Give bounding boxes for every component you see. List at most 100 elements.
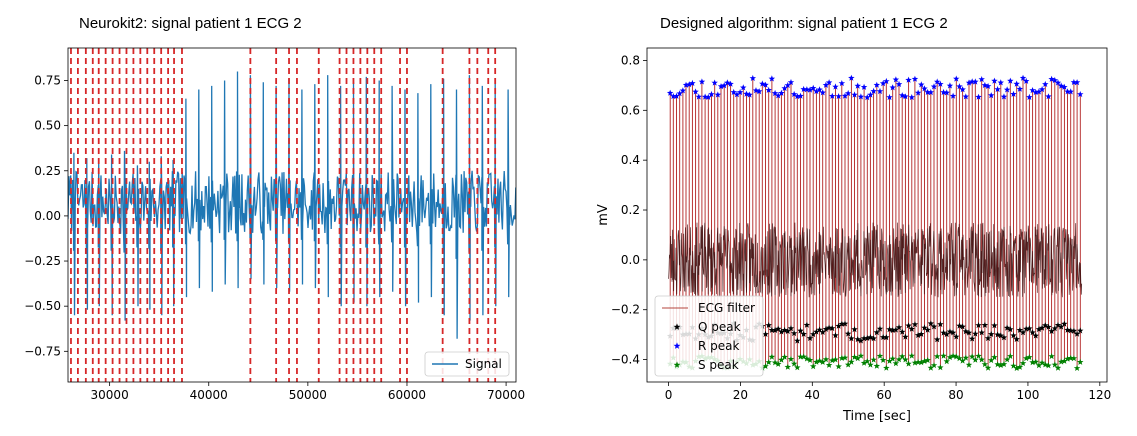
s-peak-marker <box>1035 362 1043 369</box>
s-peak-marker <box>914 358 922 365</box>
q-peak-marker <box>997 332 1004 339</box>
q-peak-marker <box>867 333 874 341</box>
r-peak-marker <box>740 84 747 91</box>
q-peak-marker <box>775 325 782 332</box>
q-peak-marker <box>1026 325 1033 332</box>
s-peak-marker <box>860 359 868 366</box>
q-peak-marker <box>934 336 941 343</box>
r-peak-marker <box>934 78 941 85</box>
r-peak-marker <box>937 80 944 87</box>
s-peak-marker <box>905 360 912 367</box>
q-peak-marker <box>822 325 830 332</box>
r-peak-marker <box>701 93 709 100</box>
s-peak-marker <box>867 361 874 368</box>
s-peak-marker <box>813 358 820 365</box>
q-peak-marker <box>1035 325 1043 332</box>
r-peak-marker <box>991 77 998 84</box>
r-peak-marker <box>819 89 826 96</box>
q-peak-marker <box>1057 323 1065 330</box>
s-peak-marker <box>927 364 935 371</box>
s-peak-marker <box>832 356 839 363</box>
r-peak-marker <box>1000 93 1008 100</box>
q-peak-marker <box>886 326 893 333</box>
left-x-tick-label: 70000 <box>487 388 525 402</box>
left-y-tick-label: −0.25 <box>24 254 61 268</box>
left-x-tick-label: 40000 <box>190 388 228 402</box>
s-peak-marker <box>972 356 979 363</box>
r-peak-marker <box>918 81 925 88</box>
q-peak-marker <box>825 324 833 331</box>
s-peak-marker <box>768 353 776 360</box>
s-peak-marker <box>1026 353 1033 360</box>
q-peak-marker <box>1003 324 1011 331</box>
q-peak-marker <box>844 330 852 337</box>
q-peak-marker <box>914 331 922 338</box>
right-legend-box <box>654 295 764 377</box>
s-peak-marker <box>822 356 830 363</box>
r-peak-marker <box>692 88 699 95</box>
r-peak-marker <box>670 93 677 100</box>
r-peak-marker <box>1038 86 1046 93</box>
q-peak-marker <box>1013 335 1020 342</box>
r-peak-marker <box>1010 90 1017 97</box>
s-peak-marker <box>784 363 791 370</box>
r-peak-marker <box>997 79 1004 86</box>
s-peak-marker <box>975 352 982 359</box>
right-legend-swatch <box>673 342 681 349</box>
r-peak-marker <box>721 82 728 89</box>
s-peak-marker <box>946 353 954 361</box>
q-peak-marker <box>1007 326 1014 333</box>
q-peak-marker <box>876 325 884 332</box>
s-peak-marker <box>781 353 788 360</box>
q-peak-marker <box>879 333 887 340</box>
r-peak-marker <box>1023 77 1030 84</box>
r-peak-marker <box>978 76 985 83</box>
q-peak-marker <box>927 320 935 327</box>
r-peak-marker <box>838 80 846 87</box>
q-peak-marker <box>784 327 791 334</box>
s-peak-marker <box>934 353 941 360</box>
s-peak-marker <box>889 355 896 362</box>
left-plot <box>68 48 516 382</box>
r-peak-marker <box>984 82 992 89</box>
q-peak-marker <box>959 323 966 330</box>
q-peak-marker <box>851 326 858 333</box>
r-peak-marker <box>835 93 842 100</box>
right-y-tick-label: −0.2 <box>611 303 640 317</box>
r-peak-marker <box>924 88 931 95</box>
right-y-tick-label: −0.4 <box>611 353 640 367</box>
s-peak-marker <box>930 362 938 369</box>
left-y-tick-label: 0.00 <box>34 209 61 223</box>
q-peak-marker <box>832 332 839 339</box>
r-peak-marker <box>864 94 871 101</box>
r-peak-marker <box>781 84 788 92</box>
s-peak-marker <box>997 362 1004 369</box>
s-peak-marker <box>819 358 826 365</box>
s-peak-marker <box>1007 352 1014 359</box>
s-peak-marker <box>794 364 801 371</box>
r-peak-marker <box>873 81 880 88</box>
s-peak-marker <box>1048 353 1055 360</box>
right-legend-label: Q peak <box>698 320 741 334</box>
s-peak-marker <box>870 356 877 363</box>
r-peak-marker <box>841 92 849 99</box>
right-y-axis-label: mV <box>596 204 611 226</box>
r-peak-marker <box>784 81 791 89</box>
r-peak-marker <box>743 90 750 97</box>
q-peak-marker <box>953 333 960 340</box>
s-peak-marker <box>902 356 909 363</box>
s-peak-marker <box>835 363 842 370</box>
q-peak-marker <box>899 328 906 335</box>
q-peak-marker <box>1010 332 1017 339</box>
q-peak-marker <box>892 326 900 333</box>
s-peak-marker <box>803 355 811 362</box>
r-peak-marker <box>822 81 830 88</box>
s-peak-marker <box>886 357 893 364</box>
s-peak-marker <box>1077 358 1084 365</box>
q-peak-marker <box>918 330 925 337</box>
r-peak-marker <box>736 88 744 96</box>
right-plot-frame <box>646 47 1108 383</box>
r-peak-marker <box>673 92 680 99</box>
s-peak-marker <box>953 353 960 360</box>
